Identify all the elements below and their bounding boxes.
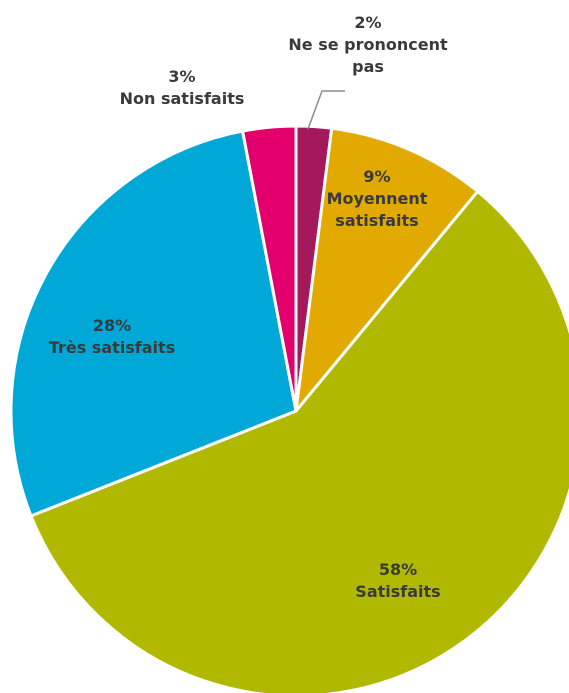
slice-name-tres-satisfaits: Très satisfaits	[49, 338, 175, 357]
slice-label-satisfaits: 58% Satisfaits	[355, 560, 440, 601]
pie-slice-tres-satisfaits	[9, 129, 298, 518]
slice-percent-ne-se-prononcent-pas: 2%	[354, 13, 381, 32]
slice-name-moyennent-satisfaits: satisfaits	[335, 211, 418, 230]
pie-slices	[9, 124, 569, 693]
slice-percent-non-satisfaits: 3%	[168, 67, 195, 86]
slice-label-tres-satisfaits: 28% Très satisfaits	[49, 316, 175, 357]
leader-lines	[307, 90, 345, 130]
leader-line-ne-se-prononcent-pas	[307, 90, 345, 130]
slice-name-non-satisfaits: Non satisfaits	[120, 89, 245, 108]
slice-label-ne-se-prononcent-pas: 2% Ne se prononcent pas	[288, 13, 448, 76]
slice-percent-satisfaits: 58%	[379, 560, 417, 579]
slice-labels: 2% Ne se prononcent pas 9% Moyennent satisfai…	[49, 13, 448, 601]
slice-name-moyennent-satisfaits: Moyennent	[327, 189, 428, 208]
slice-percent-tres-satisfaits: 28%	[93, 316, 131, 335]
pie-slice-non-satisfaits	[241, 124, 298, 413]
pie-slice-satisfaits	[29, 189, 569, 693]
slice-percent-moyennent-satisfaits: 9%	[363, 167, 390, 186]
slice-name-ne-se-prononcent-pas: Ne se prononcent	[288, 35, 448, 54]
slice-name-ne-se-prononcent-pas: pas	[352, 57, 384, 76]
slice-label-moyennent-satisfaits: 9% Moyennent satisfaits	[327, 167, 428, 230]
pie-slice-moyennent-satisfaits	[294, 126, 480, 413]
slice-label-non-satisfaits: 3% Non satisfaits	[120, 67, 245, 108]
slice-name-satisfaits: Satisfaits	[355, 582, 440, 601]
